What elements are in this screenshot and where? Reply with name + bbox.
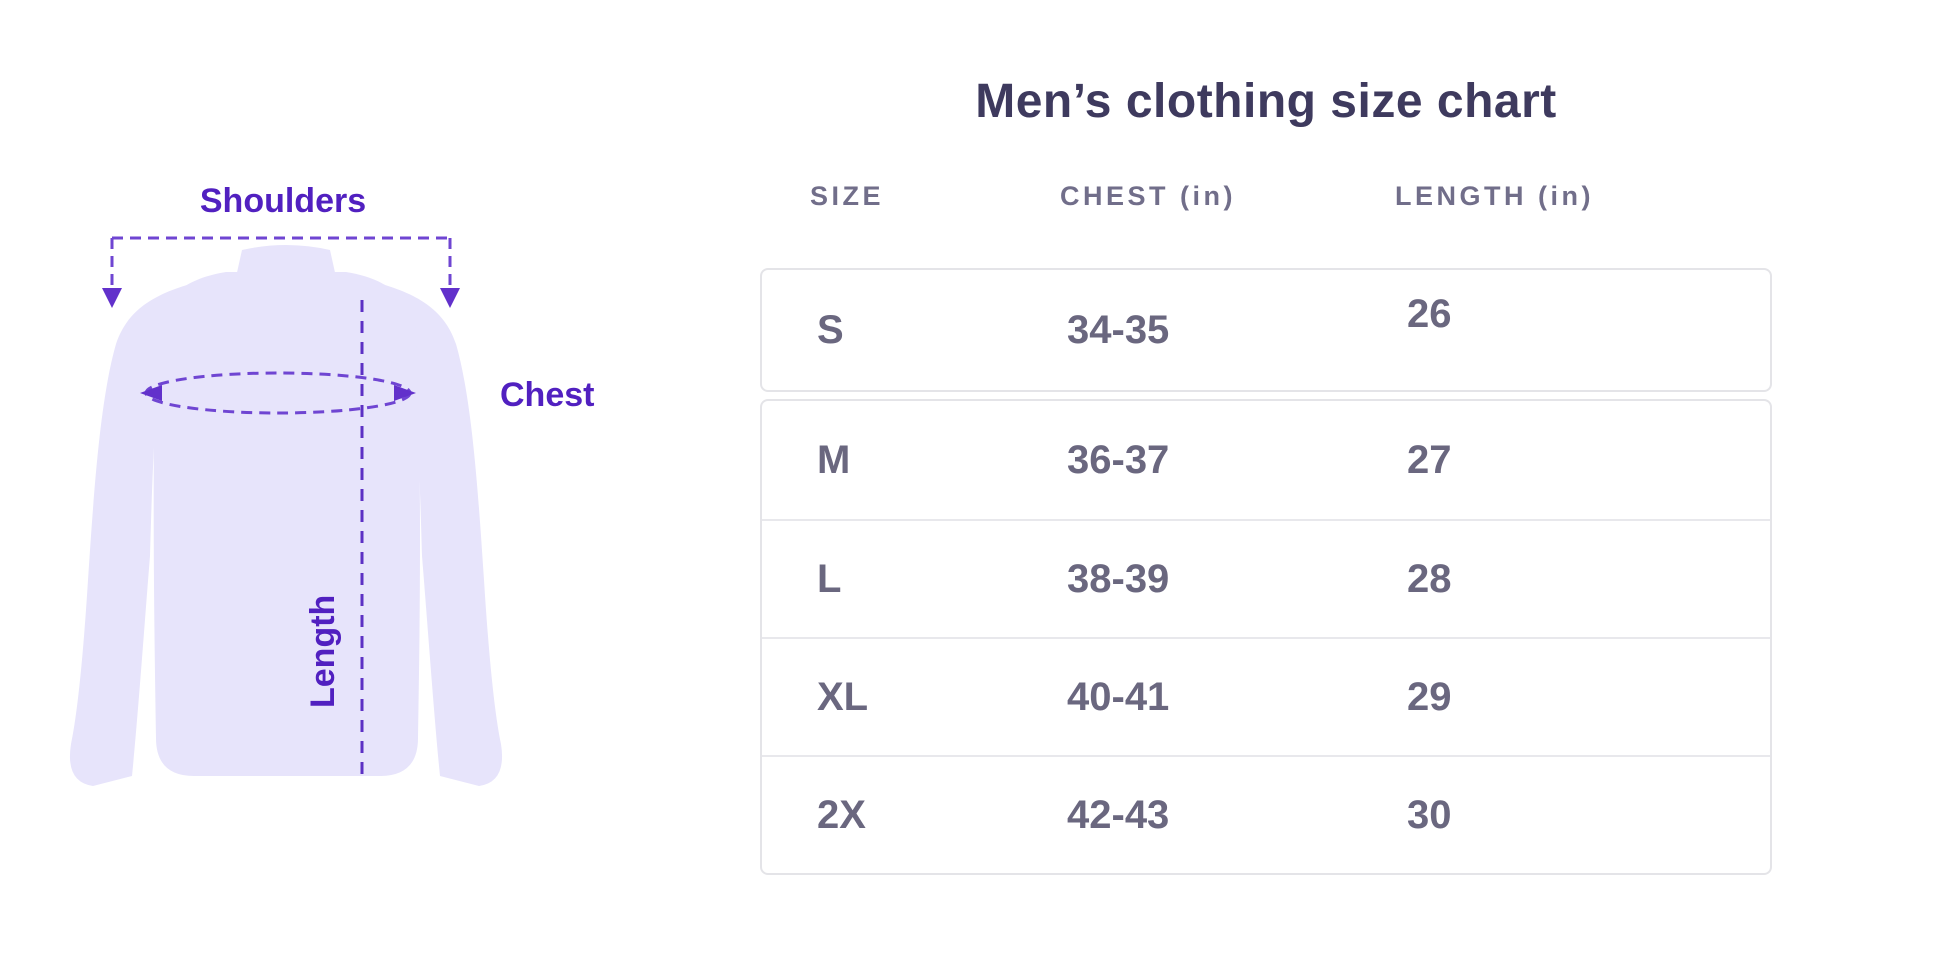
arrow-down-left-icon xyxy=(102,288,122,308)
table-row: 2X 42-43 30 xyxy=(762,755,1770,873)
chest-label: Chest xyxy=(500,376,594,414)
shirt-diagram-svg: Shoulders Chest Length xyxy=(69,182,594,786)
cell-length: 26 xyxy=(1407,291,1452,336)
cell-chest: 42-43 xyxy=(1067,792,1170,837)
column-header-length: LENGTH (in) xyxy=(1395,181,1594,211)
table-row: S 34-35 26 xyxy=(762,270,1770,390)
cell-chest: 40-41 xyxy=(1067,674,1170,719)
cell-size: L xyxy=(817,556,842,601)
cell-length: 29 xyxy=(1407,674,1452,719)
cell-chest: 36-37 xyxy=(1067,437,1170,482)
arrow-down-right-icon xyxy=(440,288,460,308)
table-box-rest: M 36-37 27 L 38-39 28 XL 40-41 29 2X 42-… xyxy=(760,399,1772,875)
cell-length: 28 xyxy=(1407,556,1452,601)
cell-size: 2X xyxy=(817,792,866,837)
size-chart-panel: Men’s clothing size chart SIZE CHEST (in… xyxy=(760,60,1772,875)
shirt-measurement-diagram: Shoulders Chest Length xyxy=(30,160,650,860)
shirt-left-sleeve xyxy=(69,276,226,786)
chest-measure xyxy=(140,371,416,415)
cell-chest: 34-35 xyxy=(1067,307,1170,352)
table-row: M 36-37 27 xyxy=(762,401,1770,519)
cell-length: 30 xyxy=(1407,792,1452,837)
column-header-chest: CHEST (in) xyxy=(1060,181,1236,211)
cell-size: M xyxy=(817,437,851,482)
cell-size: S xyxy=(817,307,844,352)
cell-chest: 38-39 xyxy=(1067,556,1170,601)
shirt-body xyxy=(153,272,420,776)
table-box-first: S 34-35 26 xyxy=(760,268,1772,392)
arrow-left-icon xyxy=(140,385,162,401)
shirt-graphic xyxy=(69,245,503,786)
arrow-right-icon xyxy=(394,385,416,401)
table-row: XL 40-41 29 xyxy=(762,637,1770,755)
shoulders-label: Shoulders xyxy=(200,182,366,220)
shirt-right-sleeve xyxy=(346,276,503,786)
column-header-size: SIZE xyxy=(810,181,885,211)
shirt-collar xyxy=(234,245,338,286)
shoulders-measure xyxy=(102,236,460,308)
table-row: L 38-39 28 xyxy=(762,519,1770,637)
chart-title: Men’s clothing size chart xyxy=(975,75,1557,128)
cell-length: 27 xyxy=(1407,437,1452,482)
cell-size: XL xyxy=(817,674,869,719)
length-label: Length xyxy=(304,595,342,708)
table-header-row: SIZE CHEST (in) LENGTH (in) xyxy=(760,181,1772,212)
